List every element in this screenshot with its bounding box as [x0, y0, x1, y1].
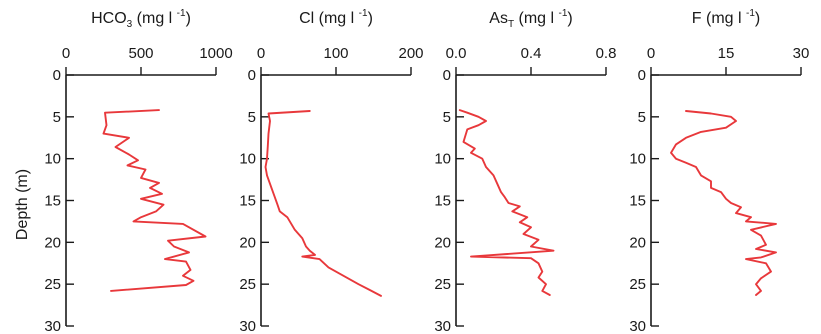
y-tick-label: 10 — [44, 151, 61, 168]
panel-title: Cl (mg l -1) — [299, 8, 373, 27]
y-tick-label: 20 — [629, 234, 646, 251]
y-axis-label: Depth (m) — [14, 169, 31, 240]
x-tick-label: 0 — [62, 45, 70, 62]
y-tick-label: 30 — [629, 318, 646, 334]
x-tick-label: 0.4 — [521, 45, 542, 62]
y-tick-label: 25 — [239, 276, 256, 293]
y-tick-label: 20 — [434, 234, 451, 251]
panel-1: HCO3 (mg l -1) 0 500 1000 0 5 10 15 20 25 30 — [44, 8, 232, 334]
x-tick-label: 30 — [793, 45, 810, 62]
y-axis-title: Depth (m) — [14, 169, 31, 240]
x-tick-label: 1000 — [199, 45, 232, 62]
y-tick-label: 20 — [44, 234, 61, 251]
y-tick-label: 25 — [434, 276, 451, 293]
y-tick-label: 5 — [53, 109, 61, 126]
x-tick-label: 500 — [128, 45, 153, 62]
y-tick-label: 30 — [434, 318, 451, 334]
y-tick-label: 5 — [443, 109, 451, 126]
y-tick-label: 0 — [443, 67, 451, 84]
y-tick-label: 5 — [638, 109, 646, 126]
y-tick-label: 30 — [44, 318, 61, 334]
y-tick-label: 15 — [629, 193, 646, 210]
data-line — [671, 111, 776, 295]
y-tick-label: 5 — [248, 109, 256, 126]
data-line — [266, 111, 382, 296]
x-tick-label: 15 — [718, 45, 735, 62]
y-tick-label: 10 — [239, 151, 256, 168]
panel-2: Cl (mg l -1) 0 100 200 0 5 10 15 20 25 30 — [239, 8, 423, 334]
x-tick-label: 200 — [398, 45, 423, 62]
y-tick-label: 25 — [44, 276, 61, 293]
panel-title: AsT (mg l -1) — [489, 8, 572, 30]
y-tick-label: 25 — [629, 276, 646, 293]
y-tick-label: 15 — [239, 193, 256, 210]
panel-title: F (mg l -1) — [692, 8, 760, 27]
y-tick-label: 0 — [638, 67, 646, 84]
y-tick-label: 0 — [248, 67, 256, 84]
panel-title: HCO3 (mg l -1) — [91, 8, 191, 30]
x-tick-label: 0 — [257, 45, 265, 62]
x-tick-label: 100 — [323, 45, 348, 62]
y-tick-label: 15 — [44, 193, 61, 210]
y-tick-label: 30 — [239, 318, 256, 334]
x-tick-label: 0.8 — [596, 45, 617, 62]
data-line — [104, 110, 206, 291]
data-line — [460, 110, 554, 295]
panel-4: F (mg l -1) 0 15 30 0 5 10 15 20 25 30 — [629, 8, 809, 334]
y-tick-label: 10 — [629, 151, 646, 168]
panel-3: AsT (mg l -1) 0.0 0.4 0.8 0 5 10 15 20 25 30 — [434, 8, 616, 334]
y-tick-label: 10 — [434, 151, 451, 168]
x-tick-label: 0 — [647, 45, 655, 62]
y-tick-label: 0 — [53, 67, 61, 84]
y-tick-label: 20 — [239, 234, 256, 251]
x-tick-label: 0.0 — [446, 45, 467, 62]
y-tick-label: 15 — [434, 193, 451, 210]
